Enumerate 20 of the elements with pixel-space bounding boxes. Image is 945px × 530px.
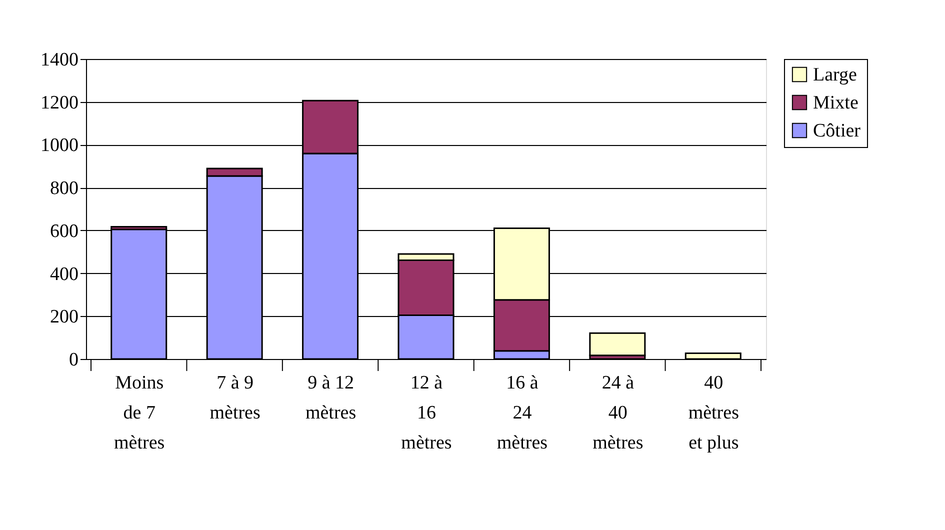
y-tick-label: 1400 xyxy=(40,50,78,70)
x-tick-label: 16 à 24 mètres xyxy=(496,372,548,454)
y-tick-label: 600 xyxy=(50,220,78,242)
x-tick-label: 40 mètres et plus xyxy=(688,372,739,454)
x-tick-label: 9 à 12 mètres xyxy=(305,372,356,424)
y-tick-label: 800 xyxy=(50,178,78,200)
legend-label: Côtier xyxy=(813,120,862,142)
y-tick-label: 0 xyxy=(69,350,78,370)
y-tick-label: 400 xyxy=(50,264,78,285)
y-tick-label: 200 xyxy=(50,306,78,328)
x-tick-label: 7 à 9 mètres xyxy=(210,372,260,424)
bar xyxy=(684,352,742,360)
bar xyxy=(589,332,646,356)
y-tick-label: 1000 xyxy=(40,135,78,156)
x-tick-label: 24 à 40 mètres xyxy=(592,372,644,454)
x-tick-label: 12 à 16 mètres xyxy=(401,372,452,454)
legend-label: Large xyxy=(813,64,857,86)
y-tick-label: 1200 xyxy=(40,92,78,114)
legend-label: Mixte xyxy=(813,92,858,114)
x-tick-label: Moins de 7 mètres xyxy=(114,372,165,454)
